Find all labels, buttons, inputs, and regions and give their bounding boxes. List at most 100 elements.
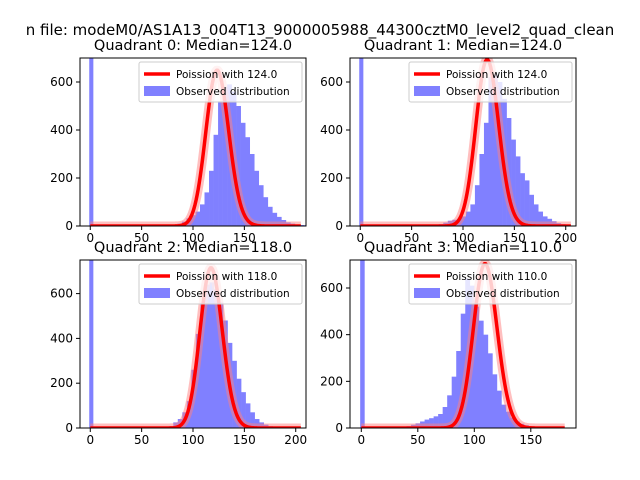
q2-hist-bar	[200, 302, 206, 428]
q1-hist-bar	[474, 185, 480, 226]
q2-y-tick-label: 600	[50, 287, 73, 301]
q1-hist-bar	[492, 74, 498, 226]
q3-hist-bar	[456, 351, 462, 428]
q2-x-tick-label: 0	[86, 433, 94, 447]
q1-hist-bar	[465, 211, 471, 226]
q3-hist-bar	[496, 390, 502, 428]
q0-x-tick-label: 100	[182, 231, 205, 245]
q2-y-tick-label: 200	[50, 376, 73, 390]
q2-x-tick-label: 50	[134, 433, 149, 447]
q3-y-tick-label: 600	[320, 281, 343, 295]
q1-hist-bar	[511, 139, 516, 226]
q0-hist-bar	[222, 86, 228, 226]
q0-hist-bar	[236, 106, 241, 226]
q1-legend-line-label: Poission with 124.0	[446, 69, 547, 81]
q0-legend-hist-swatch	[144, 86, 170, 96]
q2-legend-line-label: Poission with 118.0	[176, 271, 277, 283]
q3-legend-line-label: Poission with 110.0	[446, 271, 547, 283]
q0-x-tick-label: 50	[134, 231, 149, 245]
q3-hist-bar	[442, 407, 448, 428]
q3-hist-bar	[451, 376, 457, 428]
q0-hist-bar	[213, 134, 219, 226]
q1-hist-bar	[520, 173, 525, 226]
q2-hist-bar	[250, 412, 255, 428]
figure-suptitle: n file: modeM0/AS1A13_004T13_9000005988_…	[26, 21, 615, 40]
q0-hist-bar	[276, 216, 282, 226]
q1-y-tick-label: 200	[320, 171, 343, 185]
q1-hist-bar	[533, 204, 539, 226]
q0-hist-bar	[199, 204, 205, 226]
q0-legend-hist-label: Observed distribution	[176, 86, 290, 98]
q3-hist-bar	[505, 411, 511, 428]
q3-hist-bar	[483, 334, 489, 428]
q2-hist-bar	[236, 378, 242, 428]
q1-hist-bar	[483, 122, 489, 226]
q3-hist-bar	[429, 418, 434, 428]
q0-y-tick-label: 400	[50, 123, 73, 137]
q1-hist-bar	[515, 156, 521, 226]
q2-axes-title: Quadrant 2: Median=118.0	[94, 240, 292, 256]
q2-hist-bar	[241, 392, 246, 428]
q3-hist-bar	[487, 353, 493, 428]
q0-legend-box	[138, 61, 303, 103]
q3-x-tick-label: 150	[519, 433, 542, 447]
q1-hist-bar-spike	[359, 58, 364, 226]
subplot-quadrant-1: 0 50 100 150 200 0 200 400 600 Quadrant 1: Median…	[320, 38, 577, 245]
q2-legend-hist-label: Observed distribution	[176, 288, 290, 300]
q1-x-tick-label: 0	[356, 231, 364, 245]
q3-y-tick-label: 200	[320, 374, 343, 388]
q1-y-tick-label: 600	[320, 75, 343, 89]
q3-y-tick-label: 0	[335, 421, 343, 435]
q3-hist-bar	[501, 404, 507, 428]
q3-hist-bar	[478, 320, 484, 428]
q0-hist-bar	[254, 170, 260, 226]
q0-y-tick-label: 0	[65, 219, 73, 233]
q1-y-tick-label: 400	[320, 123, 343, 137]
q3-hist-bar	[447, 395, 452, 428]
q1-hist-bar	[470, 204, 476, 226]
q1-axes-title: Quadrant 1: Median=124.0	[364, 38, 562, 54]
q1-x-tick-label: 150	[503, 231, 526, 245]
q3-x-tick-label: 50	[410, 433, 425, 447]
q1-legend-hist-swatch	[414, 86, 440, 96]
q3-hist-bar	[474, 306, 480, 428]
q2-x-tick-label: 200	[284, 433, 307, 447]
q0-hist-bar	[258, 185, 264, 226]
q0-hist-bar	[195, 211, 201, 226]
q3-legend: Poission with 110.0 Observed distribution	[408, 263, 573, 305]
q3-axes-frame	[349, 259, 577, 429]
q3-axes-title: Quadrant 3: Median=110.0	[364, 240, 562, 256]
q2-hist-bar	[213, 289, 219, 428]
subplot-quadrant-3: 0 50 100 150 0 200 400 600 Quadrant 3: Median=11…	[320, 240, 577, 447]
q3-x-tick-label: 100	[463, 433, 486, 447]
subplot-quadrant-2: 0 50 100 150 200 0 200 400 600 Quadrant 2: Median…	[50, 240, 307, 447]
q0-y-tick-label: 200	[50, 171, 73, 185]
q0-hist-bar	[272, 212, 278, 226]
q1-x-tick-label: 50	[404, 231, 419, 245]
q3-hist-bar-spike	[360, 260, 365, 428]
q0-hist-bar	[209, 170, 214, 226]
q1-hist-bar	[538, 211, 544, 226]
q3-hist-bar	[460, 313, 466, 428]
q1-legend-hist-label: Observed distribution	[446, 86, 560, 98]
q0-legend: Poission with 124.0 Observed distribution	[138, 61, 303, 103]
q0-hist-bar	[263, 197, 269, 226]
q2-hist-bar	[218, 302, 224, 428]
subplot-quadrant-0: 0 50 100 150 0 200 400 600 Quadrant 0: Median=12…	[50, 38, 307, 245]
q2-x-tick-label: 150	[233, 433, 256, 447]
q1-x-tick-label: 100	[452, 231, 475, 245]
q0-hist-bar-spike	[89, 58, 94, 226]
q1-hist-bar	[542, 216, 548, 226]
q0-hist-bar	[218, 101, 223, 226]
q3-legend-hist-label: Observed distribution	[446, 288, 560, 300]
q1-x-tick-label: 200	[554, 231, 577, 245]
q1-hist-bar	[524, 180, 530, 226]
q0-legend-line-label: Poission with 124.0	[176, 69, 277, 81]
q0-hist-bar	[204, 192, 210, 226]
q0-hist-bar	[240, 122, 246, 226]
q1-legend-box	[408, 61, 573, 103]
q0-x-tick-label: 0	[86, 231, 94, 245]
q1-hist-bar	[529, 194, 534, 226]
q1-hist-bar	[461, 216, 467, 226]
